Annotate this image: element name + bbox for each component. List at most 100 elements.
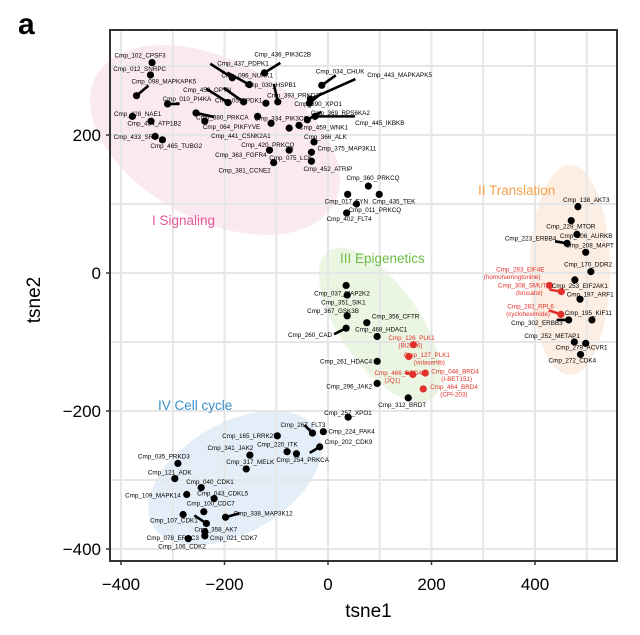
data-point [311,112,319,120]
point-label: Cmp_075_LCK [269,155,313,162]
point-label: Cmp_059_PDK1 [215,97,263,104]
data-point [375,190,383,198]
point-label: Cmp_468_HDAC1 [355,326,408,333]
point-label: Cmp_272_CDK4 [549,357,597,364]
data-point [343,209,351,217]
point-label-drug: (volasertib) [414,360,445,367]
data-point [265,146,274,154]
point-label-drug: (homoharringtonine) [484,274,541,281]
data-point [202,519,210,528]
data-point [240,98,248,106]
point-label: Cmp_098_MAPKAPK5 [132,79,197,86]
point-label: Cmp_428_NAE1 [114,111,162,118]
point-label: Cmp_465_TUBG2 [150,143,202,150]
point-label: Cmp_390_XPO1 [294,101,342,108]
point-label: Cmp_443_MAPKAPK5 [367,72,432,79]
data-point [344,413,352,421]
point-label: Cmp_121_ADK [148,470,193,477]
point-label: Cmp_206_AURKB [560,233,613,240]
data-point [364,182,372,190]
data-point [563,239,571,247]
point-label: Cmp_102_CPSF3 [115,53,167,60]
data-point [576,350,585,359]
point-label-drug: (I-BET151) [441,376,472,383]
data-point [405,352,413,361]
data-point [576,295,584,303]
group-cloud-0 [90,45,340,235]
group-label: III Epigenetics [340,251,425,266]
point-label: Cmp_223_ERBB4 [505,235,557,242]
point-label: Cmp_466_BRD4 (JQ1) [374,370,422,385]
data-point [283,448,291,456]
x-tick-label: −400 [102,575,140,594]
point-label: Cmp_260_CAD [288,332,333,339]
data-point [409,341,417,349]
data-point [128,112,136,120]
panel-letter: a [18,8,35,41]
data-point [183,490,191,499]
point-label: Cmp_017_FYN [325,198,369,205]
data-point [319,428,327,436]
point-label: Cmp_363_FGFR4 [215,152,267,159]
y-axis-label: tsne2 [24,277,45,323]
data-point [303,116,311,124]
connector-line [209,62,233,79]
point-label-drug: (JQ1) [384,378,400,385]
data-point [147,117,155,125]
point-label: Cmp_208_MAPT [566,242,614,249]
data-point [318,81,326,89]
point-label: Cmp_351_SIK1 [321,299,366,306]
data-point [421,369,429,377]
data-point [316,443,324,451]
data-point [210,495,218,503]
point-label: Cmp_458_OPTN [183,87,232,94]
data-point [270,159,278,167]
data-point [571,276,579,284]
point-label: Cmp_229_MTOR [546,224,596,231]
x-tick-label: 0 [323,575,332,594]
point-label: Cmp_257_XPO1 [324,410,372,417]
data-point [224,98,232,107]
y-tick-label: 0 [92,264,101,283]
point-label: Cmp_012_SNRPC [113,66,166,73]
data-point [221,513,230,521]
data-point [192,109,200,117]
x-tick-label: −200 [205,575,243,594]
point-label: Cmp_078_ERCC3 [147,535,200,542]
point-label: Cmp_100_CDC7 [187,501,235,508]
data-point [200,508,208,516]
data-point [344,190,352,198]
data-point [343,312,351,320]
point-label: Cmp_367_GSK3B [307,308,359,315]
point-label: Cmp_138_AKT3 [563,197,610,204]
y-tick-label: 200 [73,126,101,145]
point-label: Cmp_021_CDK7 [210,535,258,542]
point-label: Cmp_106_CDK2 [158,544,206,551]
point-label: Cmp_366_ALK [304,134,348,141]
point-label: Cmp_030_HSPB1 [245,82,297,89]
point-label: Cmp_197_ARF1 [567,291,614,298]
point-label: Cmp_433_SRC [114,134,159,141]
point-label: Cmp_267_FLT3 [280,422,326,429]
point-label-name: Cmp_263_EIF4E [496,266,544,273]
connector-line [222,86,245,103]
data-point [148,58,156,67]
data-point [146,71,155,79]
x-tick-label: 200 [417,575,445,594]
point-label-name: Cmp_466_BRD4 [374,370,422,377]
point-label: Cmp_338_MAP3K12 [234,510,294,517]
point-label: Cmp_360_PRKCQ [346,175,399,182]
point-label: Cmp_195_KIF11 [565,310,613,317]
connector-line [309,77,356,101]
data-point [342,324,350,332]
data-point [570,338,578,346]
data-point [171,475,179,483]
data-point [228,74,236,82]
data-point [254,112,262,120]
point-label: Cmp_369_RPS6KA2 [311,110,371,117]
data-point [573,230,581,238]
group-label: IV Cell cycle [158,398,232,413]
point-label-name: Cmp_126_PLK1 [388,335,435,342]
x-tick-label: 400 [521,575,549,594]
